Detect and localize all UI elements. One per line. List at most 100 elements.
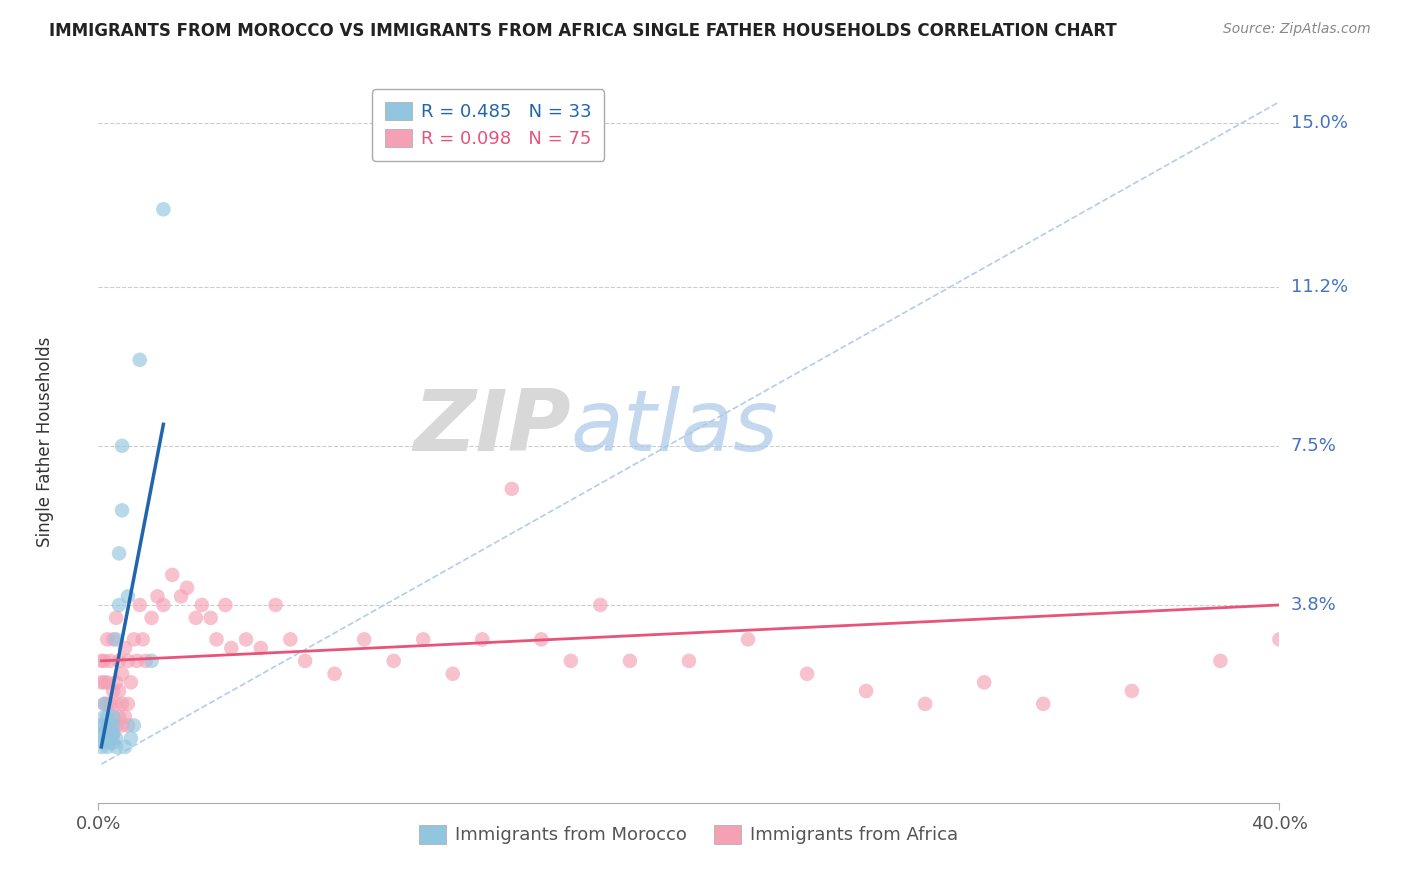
Point <box>214 598 236 612</box>
Point <box>796 666 818 681</box>
Point <box>103 727 125 741</box>
Point <box>108 598 131 612</box>
Point <box>105 739 128 754</box>
Point <box>90 718 112 732</box>
Point <box>93 735 115 749</box>
Point <box>108 710 131 724</box>
Point <box>98 654 121 668</box>
Point <box>120 675 142 690</box>
Point <box>235 632 257 647</box>
Text: IMMIGRANTS FROM MOROCCO VS IMMIGRANTS FROM AFRICA SINGLE FATHER HOUSEHOLDS CORRE: IMMIGRANTS FROM MOROCCO VS IMMIGRANTS FR… <box>49 22 1116 40</box>
Point <box>560 654 582 668</box>
Text: 7.5%: 7.5% <box>1291 437 1337 455</box>
Text: 11.2%: 11.2% <box>1291 277 1348 296</box>
Point <box>1121 684 1143 698</box>
Point <box>117 654 139 668</box>
Point <box>471 632 494 647</box>
Point <box>221 640 243 655</box>
Point <box>93 697 115 711</box>
Point <box>122 718 145 732</box>
Point <box>122 632 145 647</box>
Point <box>93 654 115 668</box>
Point <box>111 666 134 681</box>
Point <box>96 632 118 647</box>
Point <box>117 718 139 732</box>
Point <box>135 654 157 668</box>
Point <box>152 598 174 612</box>
Point <box>280 632 302 647</box>
Point <box>855 684 877 698</box>
Point <box>90 675 112 690</box>
Point <box>105 675 128 690</box>
Point <box>93 675 115 690</box>
Point <box>103 710 125 724</box>
Text: ZIP: ZIP <box>413 385 571 468</box>
Point <box>1268 632 1291 647</box>
Point <box>108 546 131 560</box>
Point <box>141 611 163 625</box>
Point <box>412 632 434 647</box>
Point <box>93 697 115 711</box>
Point <box>589 598 612 612</box>
Point <box>128 598 150 612</box>
Point <box>111 439 134 453</box>
Point <box>382 654 405 668</box>
Point <box>176 581 198 595</box>
Point <box>114 710 136 724</box>
Point <box>162 567 183 582</box>
Text: atlas: atlas <box>571 385 779 468</box>
Point <box>1032 697 1054 711</box>
Point <box>441 666 464 681</box>
Point <box>103 684 125 698</box>
Point <box>93 710 115 724</box>
Point <box>93 718 115 732</box>
Point <box>128 352 150 367</box>
Text: Single Father Households: Single Father Households <box>37 336 55 547</box>
Point <box>96 697 118 711</box>
Point <box>103 735 125 749</box>
Point <box>105 697 128 711</box>
Legend: Immigrants from Morocco, Immigrants from Africa: Immigrants from Morocco, Immigrants from… <box>412 818 966 852</box>
Point <box>973 675 995 690</box>
Text: Source: ZipAtlas.com: Source: ZipAtlas.com <box>1223 22 1371 37</box>
Point <box>353 632 375 647</box>
Point <box>96 718 118 732</box>
Point <box>152 202 174 217</box>
Point <box>501 482 523 496</box>
Point <box>132 632 155 647</box>
Point <box>93 727 115 741</box>
Text: 15.0%: 15.0% <box>1291 114 1347 132</box>
Point <box>184 611 207 625</box>
Point <box>117 697 139 711</box>
Point <box>98 735 121 749</box>
Point <box>114 739 136 754</box>
Point <box>294 654 316 668</box>
Point <box>98 727 121 741</box>
Point <box>146 590 169 604</box>
Point <box>678 654 700 668</box>
Point <box>90 727 112 741</box>
Point <box>90 654 112 668</box>
Point <box>619 654 641 668</box>
Point <box>96 675 118 690</box>
Point <box>108 684 131 698</box>
Point <box>530 632 553 647</box>
Point <box>200 611 222 625</box>
Point <box>96 723 118 737</box>
Point <box>105 731 128 746</box>
Point <box>111 718 134 732</box>
Point <box>96 731 118 746</box>
Point <box>1209 654 1232 668</box>
Point <box>105 718 128 732</box>
Point <box>737 632 759 647</box>
Point <box>250 640 273 655</box>
Point <box>96 739 118 754</box>
Point <box>141 654 163 668</box>
Point <box>108 654 131 668</box>
Point <box>105 611 128 625</box>
Point <box>96 710 118 724</box>
Point <box>98 697 121 711</box>
Point <box>111 697 134 711</box>
Point <box>191 598 214 612</box>
Point <box>105 632 128 647</box>
